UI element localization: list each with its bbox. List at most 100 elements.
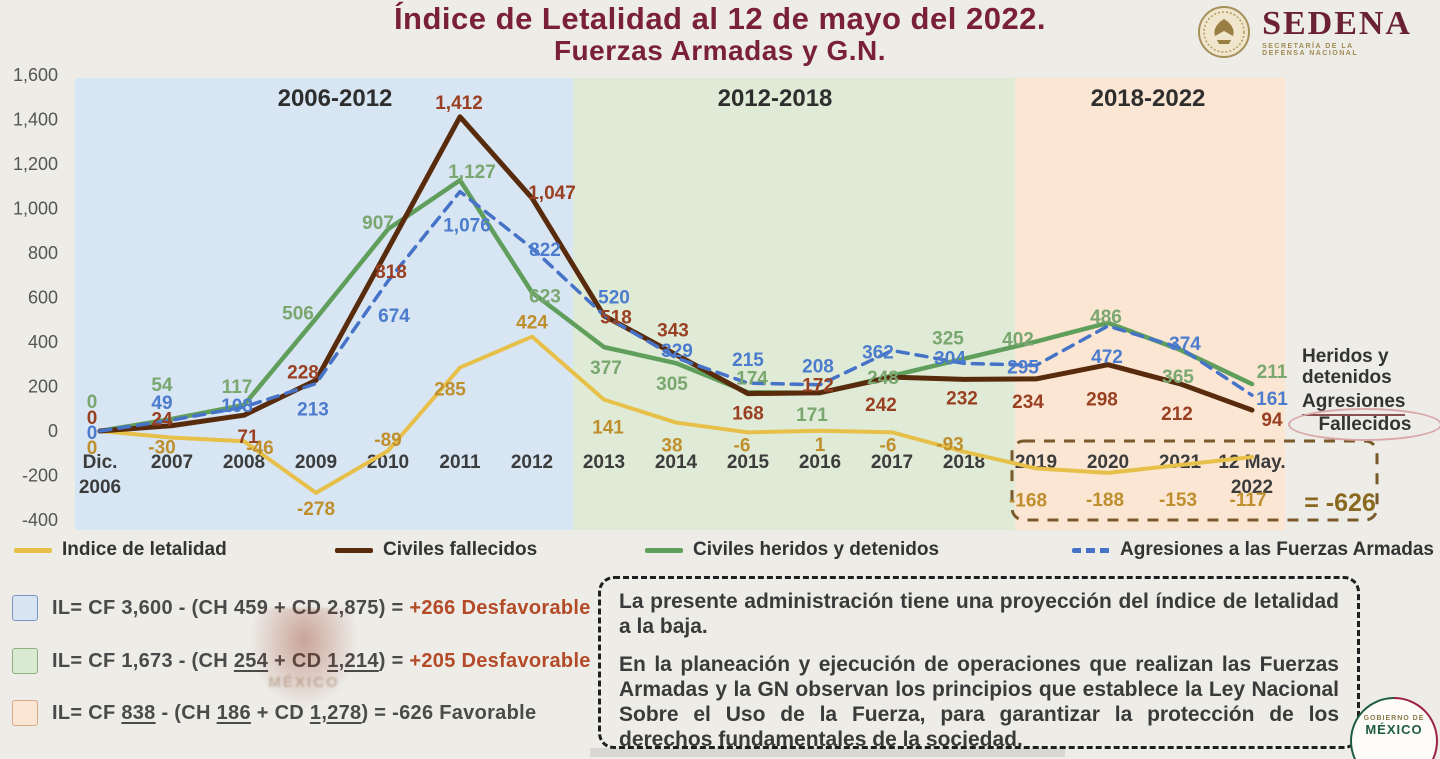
x-tick-label: 2011 — [439, 452, 481, 473]
formula-text-2006-2012: IL= CF 3,600 - (CH 459 + CD 2,875) = +26… — [52, 597, 591, 620]
annotation-fallecidos-text: Fallecidos — [1318, 414, 1412, 435]
y-tick-label: 1,600 — [13, 65, 58, 85]
formula-segment: 838 — [121, 701, 156, 724]
data-label: -6 — [880, 435, 897, 456]
formula-period-swatch-green — [12, 648, 38, 674]
formula-segment: ) = -626 Favorable — [361, 701, 537, 724]
y-tick-label: 1,000 — [13, 199, 58, 219]
legend-swatch-agresiones — [1072, 547, 1110, 553]
sedena-seal-icon — [1198, 6, 1251, 58]
title-line2: Fuerzas Armadas y G.N. — [553, 35, 887, 66]
data-label: -6 — [734, 435, 751, 456]
note-paragraph-1: La presente administración tiene una pro… — [619, 590, 1339, 638]
formula-segment: +266 Desfavorable — [409, 596, 591, 619]
series-line-3 — [98, 189, 1254, 433]
data-label: 295 — [1007, 357, 1039, 378]
data-label: 1 — [815, 435, 826, 456]
data-label: -153 — [1159, 490, 1197, 511]
formula-segment: 186 — [216, 701, 251, 724]
data-label: 117 — [222, 377, 253, 398]
data-label: 402 — [1002, 330, 1034, 351]
data-label: 1,127 — [448, 162, 496, 183]
x-tick-label: 2013 — [583, 452, 625, 473]
period-band — [1015, 78, 1285, 530]
data-label: 213 — [297, 400, 329, 421]
data-label: -168 — [1009, 490, 1047, 511]
data-label: 248 — [867, 368, 899, 389]
data-label: 1,412 — [435, 93, 483, 114]
data-label: 1,076 — [443, 216, 491, 237]
formula-period-swatch-orange — [12, 700, 38, 726]
data-label: 24 — [151, 410, 173, 431]
data-label: -93 — [936, 435, 963, 456]
data-label: 674 — [378, 306, 410, 327]
projection-dashed-box — [1010, 439, 1379, 522]
data-label: 285 — [434, 380, 466, 401]
title-line1: Índice de Letalidad al 12 de mayo del 20… — [393, 1, 1047, 36]
sum-label: = -626 — [1304, 489, 1376, 517]
data-label: -89 — [374, 430, 401, 451]
data-label: 171 — [796, 405, 828, 426]
data-label: 374 — [1169, 334, 1201, 355]
period-label: 2006-2012 — [278, 85, 393, 112]
data-label: 0 — [87, 438, 98, 459]
formula-segment: - (CH — [155, 701, 217, 724]
formula-row-2018-2022: IL= CF 838 - (CH 186 + CD 1,278) = -626 … — [12, 698, 536, 728]
series-line-2 — [97, 177, 1255, 434]
legend-swatch-indice — [14, 547, 52, 553]
x-tick-label: 2008 — [223, 452, 265, 473]
y-tick-label: 800 — [28, 243, 58, 263]
data-label: 94 — [1261, 410, 1283, 431]
x-tick-label: 2009 — [295, 452, 337, 473]
x-tick-label: 2015 — [727, 452, 770, 473]
data-label: 212 — [1161, 404, 1193, 425]
period-label: 2012-2018 — [718, 85, 833, 112]
data-label: 365 — [1162, 367, 1194, 388]
data-label: 298 — [1086, 390, 1118, 411]
series-line-0 — [98, 334, 1254, 495]
shadow-bar — [590, 748, 1065, 757]
data-label: 623 — [529, 286, 561, 307]
gobierno-mexico-seal-inner: GOBIERNO DE MÉXICO — [1352, 699, 1436, 759]
y-tick-label: -400 — [22, 510, 58, 530]
sedena-wordmark: SEDENA — [1262, 5, 1412, 42]
data-label: 518 — [600, 308, 632, 329]
x-tick-label: 2012 — [511, 452, 553, 473]
x-tick-label: 2018 — [943, 452, 985, 473]
data-label: 472 — [1091, 347, 1123, 368]
data-label: 377 — [590, 358, 622, 379]
annotation-heridos-detenidos: Heridos y detenidos — [1302, 346, 1392, 388]
x-tick-label: 2014 — [655, 452, 698, 473]
data-label: 38 — [661, 436, 682, 457]
data-label: 0 — [87, 408, 98, 429]
formula-segment: IL= CF — [52, 701, 122, 724]
data-label: 234 — [1012, 392, 1044, 413]
gobierno-seal-line1: GOBIERNO DE — [1363, 715, 1425, 722]
formula-segment: 254 — [233, 649, 269, 672]
sedena-text: SEDENA SECRETARÍA DE LA DEFENSA NACIONAL — [1262, 5, 1412, 58]
period-label: 2018-2022 — [1091, 85, 1206, 112]
legend-label-indice: Indice de letalidad — [62, 539, 227, 560]
formula-row-2012-2018: IL= CF 1,673 - (CH 254 + CD 1,214) = +20… — [12, 646, 591, 676]
gobierno-seal-line2: MÉXICO — [1365, 722, 1423, 737]
y-tick-label: 1,400 — [13, 110, 58, 130]
annotation-fallecidos: Fallecidos — [1288, 408, 1440, 441]
formula-segment: IL= CF 3,600 - (CH 459 + CD 2,875) = — [52, 596, 410, 619]
page-title: Índice de Letalidad al 12 de mayo del 20… — [0, 2, 1440, 66]
y-tick-label: 600 — [28, 288, 58, 308]
data-label: 228 — [287, 362, 319, 383]
data-label: 305 — [656, 374, 688, 395]
y-tick-label: 400 — [28, 332, 58, 352]
data-label: 506 — [282, 303, 314, 324]
sedena-subtitle-line1: SECRETARÍA DE LA — [1262, 43, 1354, 50]
legend-swatch-fallecidos — [335, 547, 373, 553]
formula-segment: 1,214 — [327, 649, 379, 672]
note-box: La presente administración tiene una pro… — [598, 576, 1360, 751]
data-label: 161 — [1256, 389, 1288, 410]
formula-period-swatch-blue — [12, 595, 38, 621]
period-band — [573, 78, 1015, 530]
x-tick-label: 2007 — [151, 452, 193, 473]
formula-segment: ) = — [378, 649, 410, 672]
